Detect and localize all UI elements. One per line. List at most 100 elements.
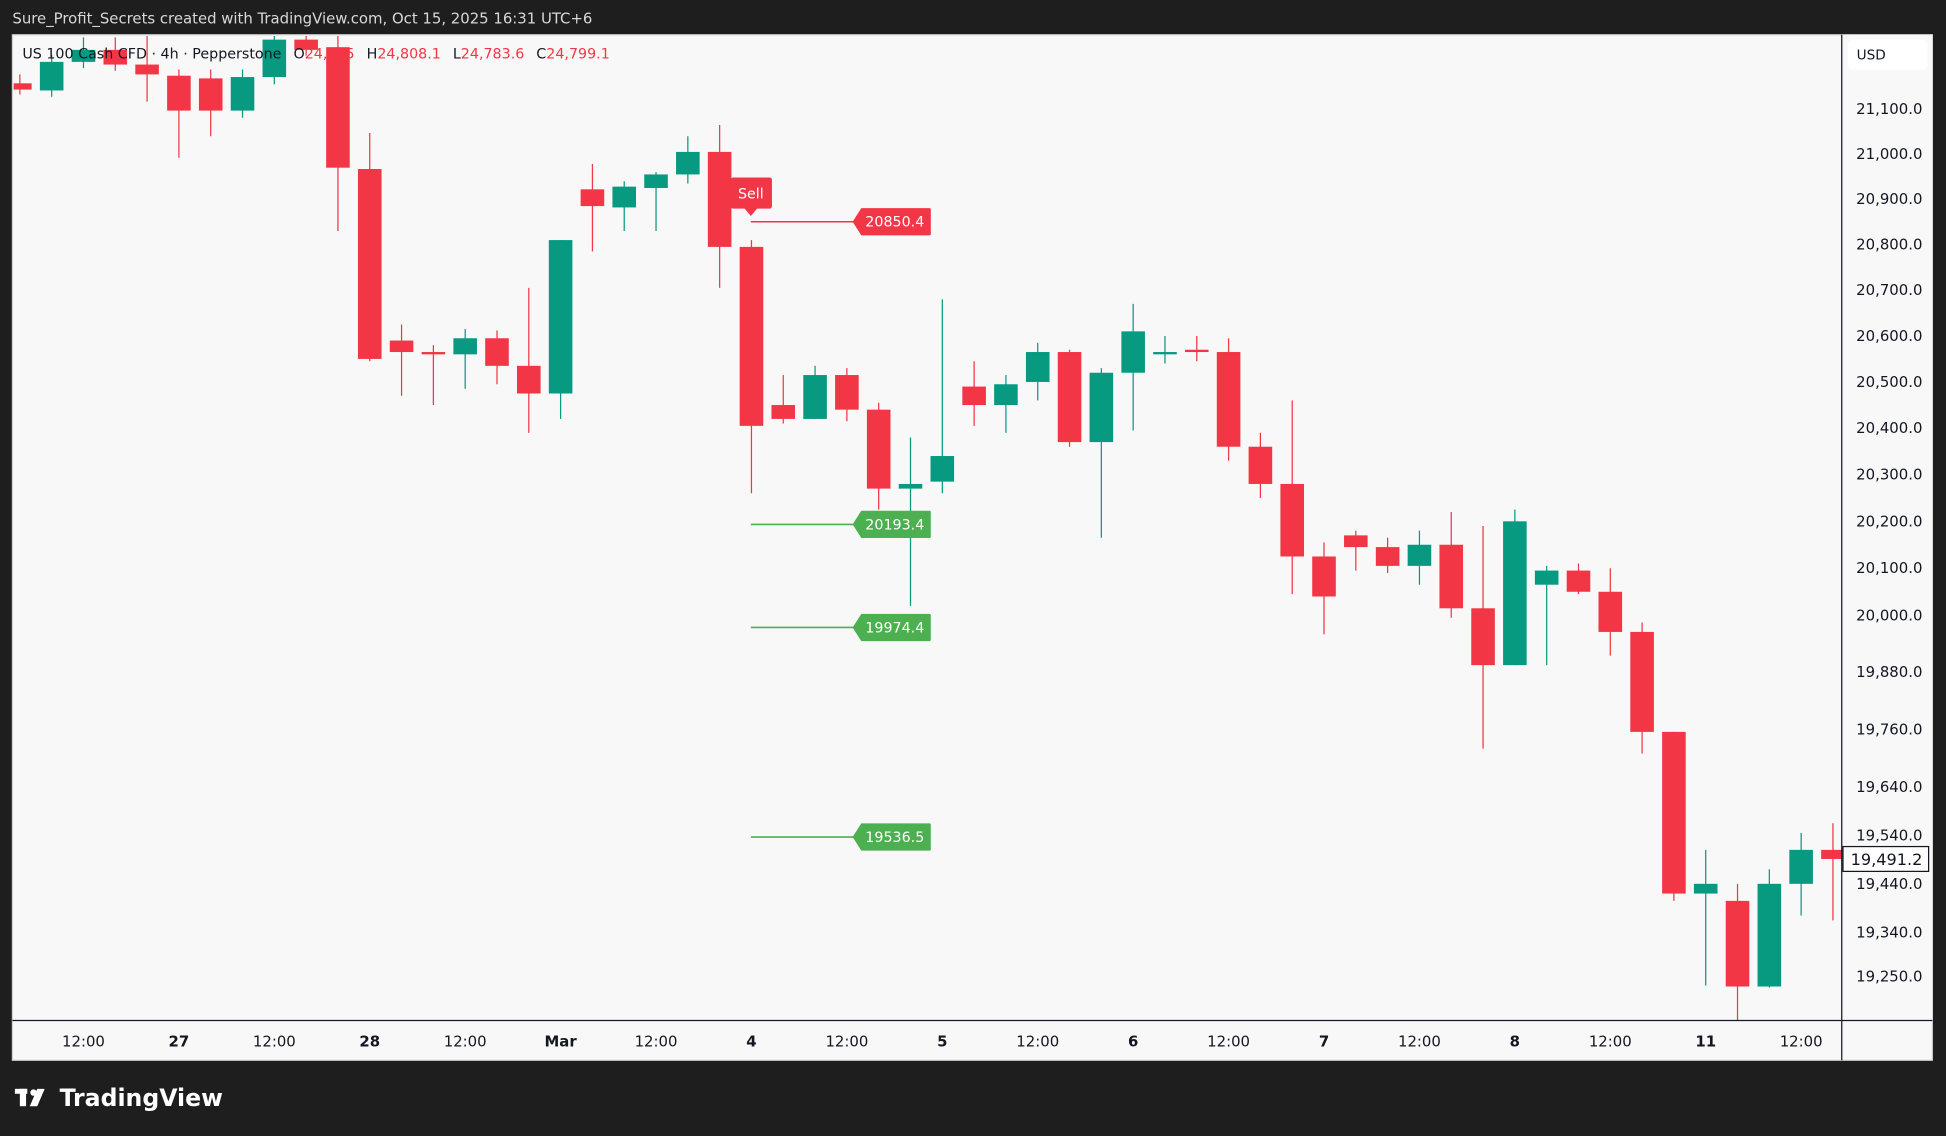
candle-body [739, 246, 764, 426]
price-tick: 20,500.0 [1856, 373, 1922, 391]
price-tick: 19,440.0 [1856, 875, 1922, 893]
candle [1089, 368, 1114, 538]
time-tick: Mar [545, 1033, 578, 1051]
candle-body [707, 151, 732, 247]
price-tick: 20,100.0 [1856, 559, 1922, 577]
symbol-name: US 100 Cash CFD · 4h · Pepperstone [22, 46, 281, 62]
candle [453, 329, 477, 389]
candle [962, 361, 986, 426]
candle-body [803, 375, 827, 419]
sell-signal-badge [730, 177, 772, 217]
candle-body [357, 169, 382, 359]
entry-price-tag [852, 208, 931, 236]
candle-body [1503, 521, 1527, 666]
price-tick: 20,300.0 [1856, 466, 1922, 484]
time-tick: 12:00 [825, 1033, 868, 1051]
symbol-legend: US 100 Cash CFD · 4h · Pepperstone O24,8… [22, 46, 609, 62]
candle-body [1725, 900, 1750, 987]
candle [1248, 432, 1273, 498]
current-price-label: 19,491.2 [1851, 850, 1923, 869]
candle [771, 375, 796, 424]
candle [994, 375, 1018, 433]
candle-body [1057, 352, 1082, 443]
high-label: H [367, 46, 378, 62]
close-label: C [536, 46, 546, 62]
candle [357, 133, 382, 362]
chart-background [11, 34, 1933, 1061]
target-price-3-tag [852, 823, 931, 851]
sell-signal: Sell [730, 177, 772, 217]
target-price-3-value: 19536.5 [865, 830, 924, 846]
candle [1344, 530, 1368, 571]
currency-button[interactable] [1847, 39, 1928, 70]
candle-body [389, 340, 414, 353]
price-tick: 20,700.0 [1856, 281, 1922, 299]
price-tick: 19,760.0 [1856, 720, 1922, 738]
candle-body [135, 64, 159, 75]
time-tick: 27 [169, 1033, 190, 1051]
time-tick: 12:00 [62, 1033, 105, 1051]
time-tick: 12:00 [444, 1033, 487, 1051]
candle [548, 240, 573, 419]
candle [71, 37, 96, 69]
candle-body [13, 83, 32, 90]
candle-body [1598, 591, 1623, 632]
high-value: 24,808.1 [377, 46, 441, 62]
time-axis[interactable]: 12:00 27 12:00 28 12:00 Mar 12:00 4 12:00 5 12:00 6… [12, 1019, 1933, 1051]
candle-body [198, 78, 223, 111]
target-price-2: 19974.4 [750, 613, 931, 642]
candle-body [326, 47, 350, 168]
time-tick: 12:00 [635, 1033, 678, 1051]
time-tick: 7 [1319, 1033, 1329, 1051]
candle [1121, 303, 1145, 431]
candle [707, 124, 732, 288]
tradingview-logo[interactable]: TradingView [14, 1084, 223, 1112]
candle [517, 287, 541, 433]
target-price-3: 19536.5 [750, 823, 931, 851]
candle-body [644, 174, 668, 188]
candle [262, 36, 287, 85]
candle [739, 240, 764, 494]
candle [1693, 849, 1718, 986]
candle [1471, 525, 1495, 749]
candle [1821, 823, 1842, 921]
header-caption: Sure_Profit_Secrets created with Trading… [12, 10, 592, 28]
candle [389, 324, 414, 396]
candle [1598, 568, 1623, 656]
candle-body [1630, 631, 1654, 732]
time-tick: 12:00 [1016, 1033, 1059, 1051]
candle-body [294, 39, 318, 50]
candle-body [1025, 352, 1050, 382]
chart-panel[interactable]: 20850.4 20193.4 19974.4 19536.5 Sell US 100 … [8, 34, 1933, 1061]
candle-body [1216, 352, 1241, 447]
target-price-2-tag [852, 613, 931, 642]
candle-body [994, 384, 1018, 406]
candle [1184, 335, 1209, 362]
candle-body [1248, 446, 1273, 484]
price-tick: 21,100.0 [1856, 100, 1922, 118]
candle-body [230, 77, 255, 111]
candle [103, 37, 128, 71]
price-tick: 19,880.0 [1856, 663, 1922, 681]
candle [1216, 338, 1241, 461]
candle-body [1121, 331, 1145, 373]
candle [1153, 335, 1177, 364]
price-axis[interactable]: USD 21,100.0 21,000.0 20,900.0 20,800.0 20,7… [1841, 34, 1933, 1061]
candle-body [548, 240, 573, 394]
price-tick: 20,800.0 [1856, 236, 1922, 254]
price-tick: 21,000.0 [1856, 145, 1922, 163]
target-price-2-value: 19974.4 [865, 620, 924, 636]
candle [135, 36, 159, 102]
candle [39, 54, 64, 97]
low-label: L [453, 46, 461, 62]
time-tick: 12:00 [1207, 1033, 1250, 1051]
sell-signal-label: Sell [738, 187, 764, 203]
candle [803, 365, 827, 419]
candle-body [962, 386, 986, 406]
candle-body [1534, 570, 1559, 585]
candle [676, 136, 700, 184]
price-tick: 19,250.0 [1856, 968, 1922, 986]
candle [1789, 832, 1813, 916]
candle-body [930, 456, 955, 482]
candle-body [1662, 731, 1686, 894]
